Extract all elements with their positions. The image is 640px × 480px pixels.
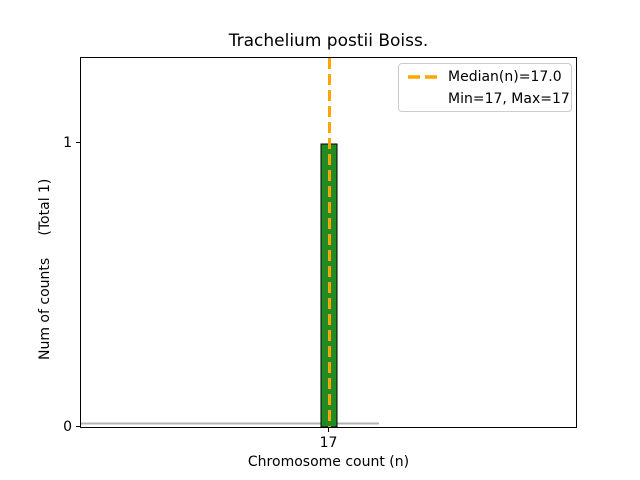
ytick-label-0: 0 [63, 419, 72, 435]
ytick-mark-0 [76, 426, 80, 427]
legend-label-median: Median(n)=17.0 [448, 69, 562, 85]
ytick-mark-1 [76, 142, 80, 143]
y-axis-label: Num of counts (Total 1) [37, 178, 53, 360]
plot-canvas [81, 58, 379, 427]
legend-entry-median: Median(n)=17.0 [399, 66, 571, 88]
legend-entry-minmax: Min=17, Max=17 [399, 88, 571, 110]
xtick-mark-17 [328, 428, 329, 432]
x-axis-label: Chromosome count (n) [247, 454, 410, 470]
ytick-label-1: 1 [63, 135, 72, 151]
plot-area [80, 57, 577, 428]
median-line-legend-sample-icon [408, 75, 438, 79]
legend-box: Median(n)=17.0 Min=17, Max=17 [398, 63, 572, 112]
xtick-label-17: 17 [319, 435, 338, 451]
chart-title: Trachelium postii Boiss. [228, 31, 429, 51]
legend-label-minmax: Min=17, Max=17 [448, 91, 570, 107]
